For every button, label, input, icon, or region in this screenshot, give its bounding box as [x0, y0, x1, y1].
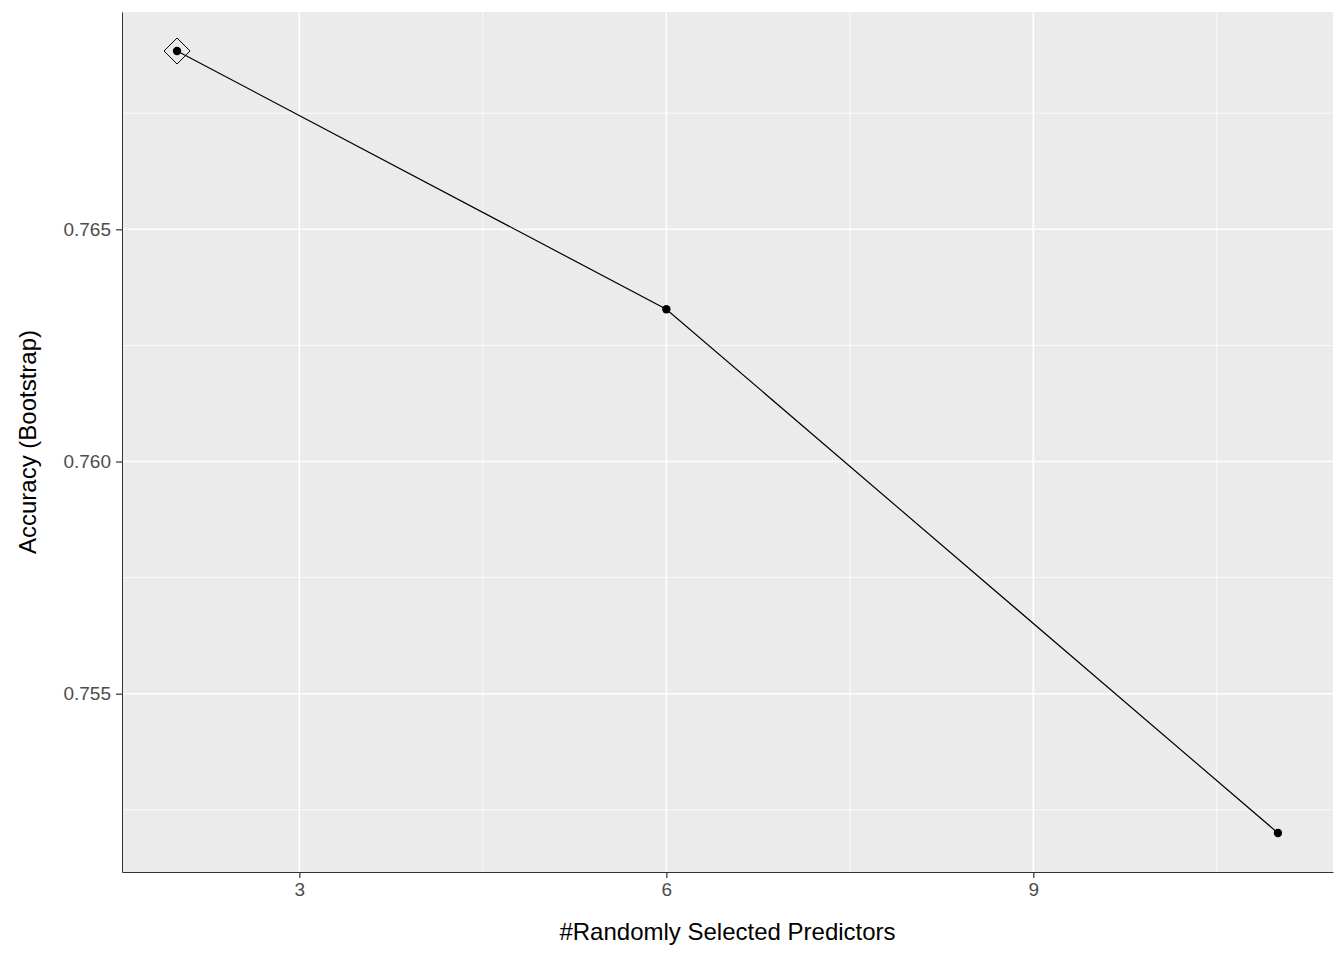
tick: 0.765 [63, 219, 122, 240]
tick-label: 0.765 [63, 219, 111, 240]
minor-grid-line [122, 577, 1333, 578]
grid [122, 12, 1333, 872]
panel-background [122, 12, 1333, 872]
tick: 9 [1029, 872, 1040, 900]
tick: 0.755 [63, 683, 122, 704]
series [164, 38, 1282, 837]
minor-grid-line [482, 12, 483, 872]
x-axis-title: #Randomly Selected Predictors [559, 918, 895, 945]
minor-grid-line [1216, 12, 1217, 872]
axis-line [123, 872, 1334, 873]
minor-grid-line [122, 809, 1333, 810]
tick-label: 3 [295, 879, 306, 900]
grid-line [122, 461, 1333, 463]
point [1274, 829, 1282, 837]
y-axis-title: Accuracy (Bootstrap) [14, 330, 41, 554]
x-axis: 3 6 9 [123, 872, 1334, 900]
tick-mark [666, 872, 667, 878]
tick: 6 [662, 872, 673, 900]
tick-mark [299, 872, 300, 878]
tick-label: 0.760 [63, 451, 111, 472]
tick: 3 [295, 872, 306, 900]
point [173, 47, 181, 55]
tick: 0.760 [63, 451, 122, 472]
plot: 3 6 9 0.755 0.760 0.765 [63, 12, 1333, 900]
tick-label: 6 [662, 879, 673, 900]
line [177, 51, 1278, 833]
grid-line [299, 12, 301, 872]
grid-line [122, 229, 1333, 231]
minor-grid-line [122, 345, 1333, 346]
tick-mark [116, 229, 122, 230]
y-axis: 0.755 0.760 0.765 [63, 13, 122, 873]
tick-label: 0.755 [63, 683, 111, 704]
chart: 3 6 9 0.755 0.760 0.765 #Randomly Selected Pre… [0, 0, 1344, 960]
axis-line [122, 13, 123, 873]
best-marker [164, 38, 190, 64]
tick-mark [116, 461, 122, 462]
minor-grid-line [849, 12, 850, 872]
tick-mark [116, 694, 122, 695]
grid-line [122, 693, 1333, 695]
minor-grid-line [122, 113, 1333, 114]
tick-mark [1033, 872, 1034, 878]
tick-label: 9 [1029, 879, 1040, 900]
point [662, 305, 670, 313]
grid-line [1033, 12, 1035, 872]
grid-line [666, 12, 668, 872]
